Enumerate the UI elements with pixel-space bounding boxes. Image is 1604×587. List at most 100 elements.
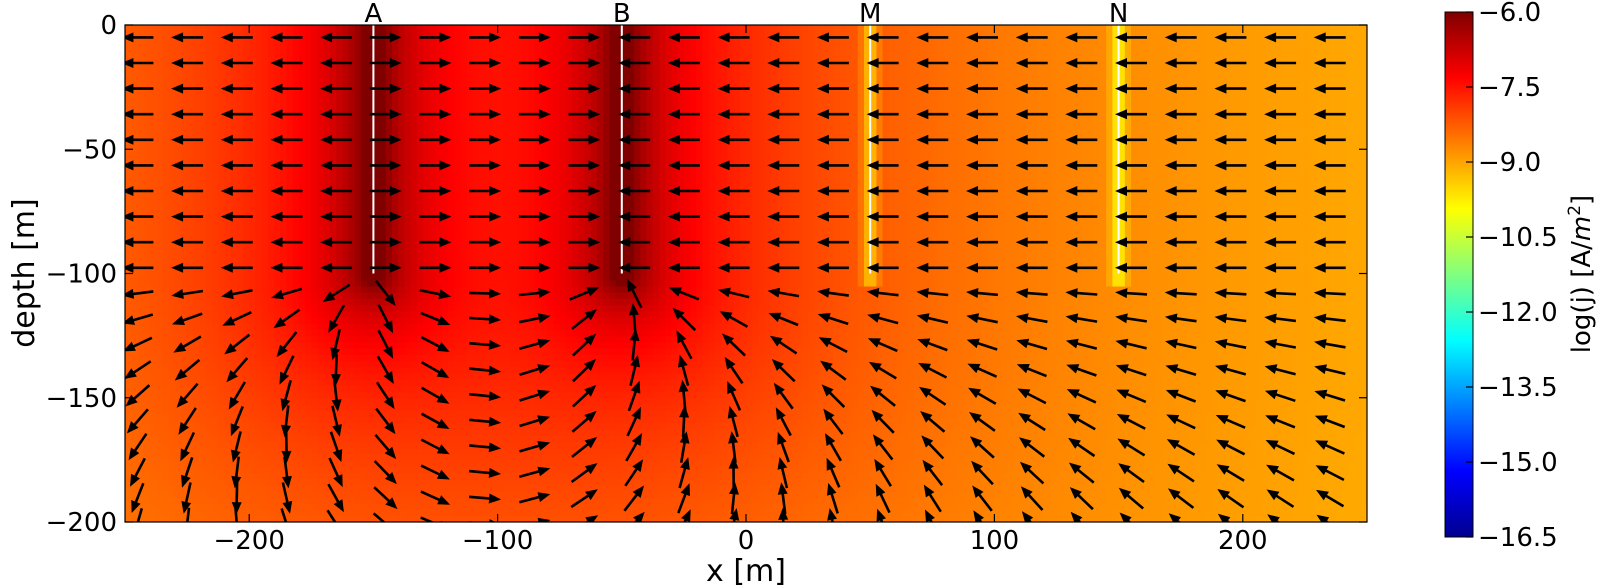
current-arrow bbox=[231, 431, 242, 463]
current-arrow bbox=[568, 83, 601, 94]
current-arrow bbox=[519, 415, 551, 428]
current-arrow bbox=[823, 408, 844, 435]
current-arrow bbox=[919, 386, 947, 406]
current-arrow bbox=[925, 509, 935, 522]
current-arrow bbox=[469, 442, 502, 453]
current-arrow bbox=[376, 355, 394, 384]
x-tick-label: −100 bbox=[462, 526, 533, 556]
current-arrow bbox=[775, 407, 792, 437]
current-arrow bbox=[717, 262, 750, 273]
current-arrow bbox=[375, 381, 395, 410]
current-arrow bbox=[220, 109, 253, 120]
current-arrow bbox=[469, 83, 502, 94]
current-arrow bbox=[618, 237, 651, 248]
current-arrow bbox=[270, 134, 303, 145]
electrode-m-label: M bbox=[859, 0, 881, 29]
current-arrow bbox=[1015, 109, 1048, 120]
current-arrow bbox=[1313, 160, 1346, 171]
current-arrow bbox=[369, 134, 402, 145]
current-arrow bbox=[729, 482, 739, 515]
current-arrow bbox=[419, 32, 452, 43]
current-arrow bbox=[1115, 32, 1147, 43]
current-arrow bbox=[320, 83, 353, 94]
current-arrow bbox=[1315, 465, 1345, 482]
current-arrow bbox=[270, 83, 303, 94]
current-arrow bbox=[966, 211, 998, 222]
current-arrow bbox=[1065, 338, 1098, 350]
current-arrow bbox=[1015, 313, 1048, 324]
current-arrow bbox=[727, 405, 739, 438]
current-arrow bbox=[1314, 364, 1346, 376]
current-arrow bbox=[667, 134, 700, 145]
current-arrow bbox=[771, 359, 796, 383]
current-arrow bbox=[220, 134, 253, 145]
current-arrow bbox=[469, 519, 496, 522]
colorbar-ticks: −6.0 −7.5 −9.0 −10.5 −12.0 −13.5 −15.0 −16.5 bbox=[1466, 0, 1558, 553]
current-arrow bbox=[1214, 58, 1247, 68]
current-arrow bbox=[518, 83, 551, 94]
current-arrow bbox=[624, 459, 644, 487]
current-arrow bbox=[125, 83, 154, 94]
current-arrow bbox=[966, 262, 998, 273]
current-arrow bbox=[571, 410, 597, 433]
current-arrow bbox=[331, 354, 341, 387]
current-arrow bbox=[1115, 109, 1147, 120]
current-arrow bbox=[1314, 415, 1346, 429]
current-arrow bbox=[916, 160, 949, 171]
current-arrow bbox=[1115, 211, 1147, 222]
current-arrow bbox=[1118, 487, 1145, 510]
current-arrow bbox=[1264, 83, 1297, 94]
current-arrow bbox=[1021, 511, 1034, 522]
current-arrow bbox=[1020, 486, 1044, 511]
current-arrow bbox=[916, 83, 949, 94]
current-arrow bbox=[1068, 462, 1095, 484]
current-arrow bbox=[568, 237, 601, 248]
current-arrow bbox=[777, 431, 790, 463]
current-arrow bbox=[667, 186, 700, 196]
current-arrow bbox=[419, 237, 452, 248]
current-arrow bbox=[816, 58, 849, 68]
current-arrow bbox=[270, 262, 303, 273]
current-arrow bbox=[419, 109, 452, 120]
current-arrow bbox=[1313, 134, 1346, 145]
current-arrow bbox=[369, 186, 402, 196]
current-arrow bbox=[373, 460, 397, 485]
current-arrow bbox=[331, 379, 342, 412]
current-arrow bbox=[625, 433, 643, 462]
current-arrow bbox=[1066, 389, 1097, 404]
current-arrow bbox=[1164, 32, 1197, 43]
current-arrow bbox=[875, 483, 891, 514]
current-arrow bbox=[572, 333, 597, 357]
current-arrow bbox=[171, 160, 204, 171]
current-arrow bbox=[1216, 464, 1245, 482]
current-arrow bbox=[920, 411, 946, 433]
current-arrow bbox=[618, 32, 651, 43]
current-arrow bbox=[916, 32, 949, 43]
current-arrow bbox=[825, 433, 843, 462]
current-arrow bbox=[767, 287, 800, 298]
current-arrow bbox=[536, 517, 551, 522]
current-arrow bbox=[916, 237, 949, 248]
current-arrow bbox=[1313, 211, 1346, 222]
current-arrow bbox=[518, 134, 551, 145]
current-arrow bbox=[171, 186, 204, 196]
current-arrow bbox=[971, 460, 994, 486]
current-arrow bbox=[1264, 160, 1297, 171]
current-arrow bbox=[872, 434, 894, 461]
current-arrow bbox=[420, 311, 451, 326]
current-arrow bbox=[518, 186, 551, 196]
current-arrow bbox=[667, 32, 700, 43]
current-arrow bbox=[1264, 134, 1297, 145]
current-arrow bbox=[966, 237, 998, 248]
current-arrow bbox=[125, 360, 152, 379]
current-arrow bbox=[1214, 83, 1247, 94]
current-arrow bbox=[866, 32, 899, 43]
current-arrow bbox=[678, 457, 690, 489]
current-arrow bbox=[1215, 364, 1247, 376]
current-arrow bbox=[767, 109, 800, 120]
current-arrow bbox=[1115, 186, 1147, 196]
current-arrow bbox=[320, 211, 353, 222]
current-arrow bbox=[469, 262, 502, 273]
current-arrow bbox=[871, 409, 895, 434]
y-tick-label: −100 bbox=[46, 260, 117, 290]
